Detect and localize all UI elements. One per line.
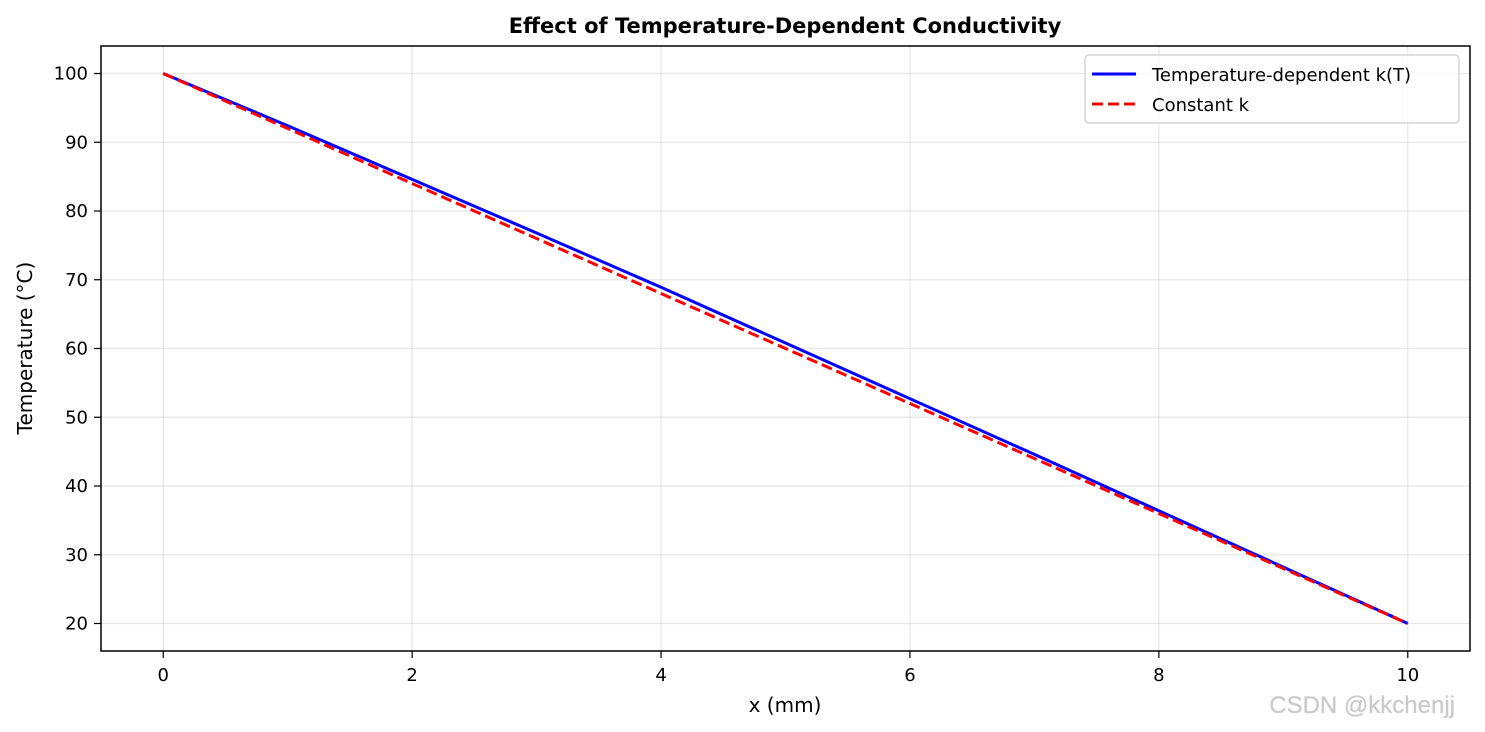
x-tick-label: 6 xyxy=(904,665,915,686)
x-axis-label: x (mm) xyxy=(749,693,822,717)
y-tick-label: 90 xyxy=(65,132,88,153)
chart-title: Effect of Temperature-Dependent Conducti… xyxy=(509,14,1062,38)
y-axis: 20 30 40 50 60 70 80 90 100 xyxy=(54,64,101,635)
y-axis-label: Temperature (°C) xyxy=(13,262,37,436)
series-line-temperature-dependent xyxy=(162,72,1409,625)
y-tick-label: 20 xyxy=(65,614,88,635)
y-tick-label: 50 xyxy=(65,407,88,428)
watermark: CSDN @kkchenjj xyxy=(1269,692,1455,719)
legend-box xyxy=(1084,54,1460,124)
y-tick-label: 70 xyxy=(65,270,88,291)
series-line-constant-k xyxy=(162,72,1409,625)
y-tick-label: 30 xyxy=(65,545,88,566)
x-tick-label: 8 xyxy=(1153,665,1164,686)
x-tick-label: 0 xyxy=(158,665,169,686)
series-group xyxy=(162,72,1409,625)
legend: Temperature-dependent k(T) Constant k xyxy=(1084,54,1460,124)
x-tick-label: 10 xyxy=(1396,665,1419,686)
y-tick-label: 100 xyxy=(54,64,88,85)
y-tick-label: 40 xyxy=(65,476,88,497)
x-tick-label: 4 xyxy=(655,665,666,686)
y-tick-label: 80 xyxy=(65,201,88,222)
x-axis: 0 2 4 6 8 10 xyxy=(158,651,1419,686)
y-tick-label: 60 xyxy=(65,339,88,360)
legend-label-constant-k: Constant k xyxy=(1152,95,1250,116)
x-tick-label: 2 xyxy=(406,665,417,686)
legend-label-temperature-dependent: Temperature-dependent k(T) xyxy=(1151,65,1411,86)
